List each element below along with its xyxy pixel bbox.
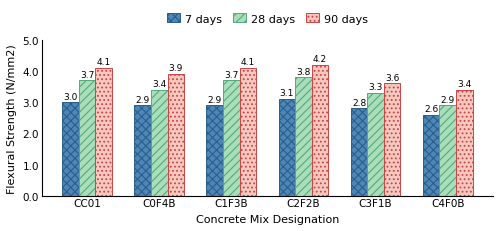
- Bar: [350, 109, 368, 196]
- Text: 3.7: 3.7: [224, 70, 238, 79]
- Bar: [62, 103, 79, 196]
- Legend: 7 days, 28 days, 90 days: 7 days, 28 days, 90 days: [165, 12, 370, 27]
- Bar: [440, 106, 456, 196]
- Text: 3.3: 3.3: [368, 83, 383, 92]
- Text: 3.1: 3.1: [280, 89, 294, 98]
- Y-axis label: Flexural Strength (N/mm2): Flexural Strength (N/mm2): [7, 44, 17, 193]
- Text: 3.7: 3.7: [80, 70, 94, 79]
- Bar: [134, 106, 151, 196]
- Text: 2.8: 2.8: [352, 98, 366, 107]
- Bar: [423, 115, 440, 196]
- X-axis label: Concrete Mix Designation: Concrete Mix Designation: [196, 214, 339, 224]
- Bar: [456, 90, 472, 196]
- Bar: [206, 106, 223, 196]
- Text: 3.4: 3.4: [457, 80, 471, 89]
- Bar: [278, 100, 295, 196]
- Text: 4.1: 4.1: [241, 58, 255, 67]
- Bar: [384, 84, 400, 196]
- Bar: [151, 90, 168, 196]
- Bar: [96, 68, 112, 196]
- Bar: [295, 78, 312, 196]
- Text: 3.8: 3.8: [296, 67, 310, 76]
- Bar: [168, 75, 184, 196]
- Bar: [240, 68, 256, 196]
- Text: 2.9: 2.9: [136, 95, 150, 104]
- Bar: [312, 65, 328, 196]
- Bar: [79, 81, 96, 196]
- Text: 3.4: 3.4: [152, 80, 166, 89]
- Text: 3.0: 3.0: [64, 92, 78, 101]
- Bar: [368, 93, 384, 196]
- Bar: [223, 81, 240, 196]
- Text: 2.9: 2.9: [440, 95, 455, 104]
- Text: 2.9: 2.9: [208, 95, 222, 104]
- Text: 3.9: 3.9: [168, 64, 183, 73]
- Text: 4.1: 4.1: [96, 58, 111, 67]
- Text: 4.2: 4.2: [313, 55, 327, 64]
- Text: 3.6: 3.6: [385, 73, 400, 82]
- Text: 2.6: 2.6: [424, 105, 438, 113]
